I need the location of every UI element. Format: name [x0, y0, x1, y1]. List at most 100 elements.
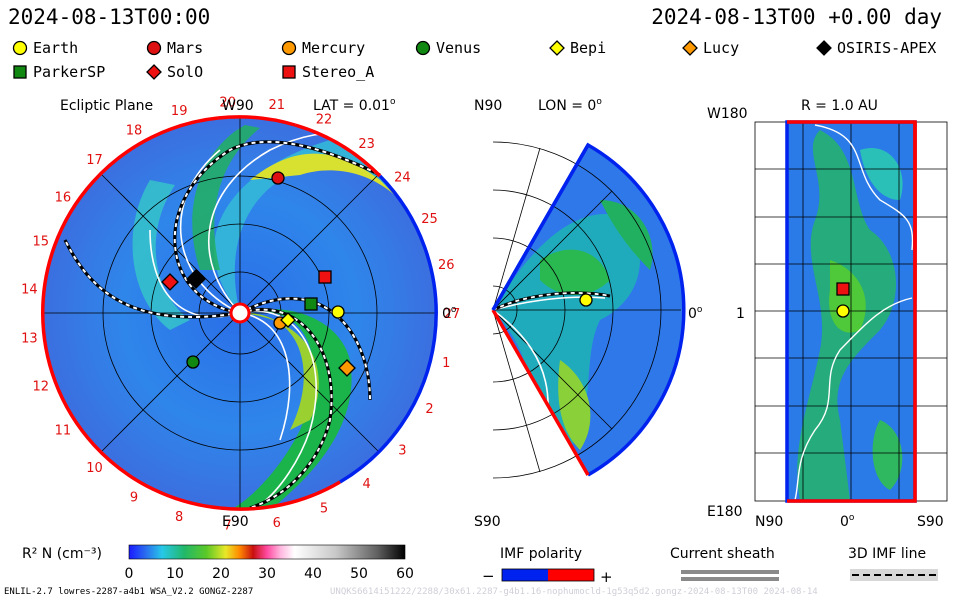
sector-label: 8 [175, 510, 183, 525]
sector-label: 15 [33, 235, 50, 250]
radial-x-tick: 0o [840, 513, 855, 530]
sector-label: 5 [320, 502, 328, 517]
legend-label: Venus [436, 39, 482, 57]
legend-mercury: Mercury [281, 39, 365, 57]
legend-label: Stereo_A [302, 63, 375, 81]
osiris-apex-marker-icon [816, 40, 832, 56]
sector-label: 10 [86, 461, 103, 476]
sector-label: 18 [126, 123, 143, 138]
radial-top-left: W180 [707, 106, 748, 122]
legend-label: SolO [167, 63, 204, 81]
legend-bepi: Bepi [549, 39, 606, 57]
colorbar-tick: 50 [350, 566, 368, 582]
lucy-marker-icon [682, 40, 698, 56]
legend-label: ParkerSP [33, 63, 106, 81]
model-date: 2024-08-13T00:00 [8, 5, 211, 29]
imf-minus-sign: − [482, 567, 495, 585]
sector-label: 14 [21, 282, 38, 297]
osiris-apex-marker [186, 269, 206, 289]
sector-label: 2 [425, 402, 433, 417]
sector-label: 7 [224, 519, 232, 534]
sector-label: 22 [316, 112, 333, 127]
sector-label: 4 [362, 477, 370, 492]
legend-stereo-a: Stereo_A [281, 63, 374, 81]
sector-label: 6 [273, 516, 281, 531]
sector-label: 20 [219, 95, 236, 110]
meridional-top-label: N90 [474, 98, 502, 114]
mars-marker [271, 171, 285, 185]
mars-marker-icon [146, 40, 162, 56]
legend-solo: SolO [146, 63, 203, 81]
imf-plus-sign: + [600, 568, 613, 586]
earth-marker [331, 305, 345, 319]
sector-label: 16 [55, 191, 72, 206]
colorbar-tick: 60 [396, 566, 414, 582]
sector-label: 3 [398, 443, 406, 458]
colorbar-tick: 30 [258, 566, 276, 582]
radial-title: R = 1.0 AU [801, 98, 878, 114]
bepi-marker [280, 312, 296, 328]
sector-label: 19 [171, 104, 188, 119]
sector-label: 12 [33, 380, 50, 395]
sector-label: 23 [358, 137, 375, 152]
legend-label: OSIRIS-APEX [837, 39, 937, 57]
legend-parkersp: ParkerSP [12, 63, 105, 81]
radial-x-tick: N90 [755, 514, 783, 530]
meridional-right-label: 0o [688, 305, 703, 322]
legend-label: Earth [33, 39, 79, 57]
meridional-lon-label: LON = 0o [538, 97, 602, 114]
mercury-marker-icon [281, 40, 297, 56]
sector-label: 13 [21, 332, 38, 347]
legend-mars: Mars [146, 39, 203, 57]
imf-line-legend: 3D IMF line [848, 546, 938, 581]
meridional-plane-panel [491, 141, 686, 479]
stereo-a-marker [318, 270, 332, 284]
current-sheath-label: Current sheath [670, 546, 775, 562]
sector-label: 21 [269, 98, 286, 113]
stereo-a-marker-icon [282, 65, 296, 79]
model-date-offset: 2024-08-13T00 +0.00 day [651, 5, 942, 29]
parkersp-marker [304, 297, 318, 311]
imf-polarity-label: IMF polarity [500, 546, 582, 562]
bepi-marker-icon [549, 40, 565, 56]
ecliptic-bottom-label: E90 [222, 514, 249, 530]
legend-label: Lucy [703, 39, 740, 57]
sector-label: 25 [421, 212, 438, 227]
sector-label: 24 [394, 171, 411, 186]
earth-radial-marker [836, 304, 850, 318]
parkersp-marker-icon [13, 65, 27, 79]
legend-label: Mercury [302, 39, 366, 57]
radial-x-tick: S90 [917, 514, 944, 530]
sector-label: 11 [55, 424, 72, 439]
radial-bottom-left: E180 [707, 504, 743, 520]
colorbar-tick: 0 [125, 566, 134, 582]
run-id: UNQKS6614i51222/2288/30x61.2287-g4b1.16-… [330, 587, 818, 597]
legend-label: Bepi [570, 39, 607, 57]
imf-line-label: 3D IMF line [848, 546, 926, 562]
colorbar-label: R² N (cm⁻³) [22, 546, 102, 562]
model-info: ENLIL-2.7 lowres-2287-a4b1 WSA_V2.2 GONG… [4, 587, 254, 597]
legend-venus: Venus [415, 39, 481, 57]
colorbar: 0 10 20 30 40 50 60 [125, 544, 414, 582]
stereo-a-radial-marker [836, 282, 850, 296]
colorbar-tick: 20 [212, 566, 230, 582]
earth-meridional-marker [579, 293, 593, 307]
sector-label: 1 [442, 356, 450, 371]
sector-label: 9 [130, 491, 138, 506]
solo-marker-icon [146, 64, 162, 80]
ecliptic-top-label: W90 [222, 98, 254, 114]
solo-marker [161, 273, 179, 291]
venus-marker-icon [415, 40, 431, 56]
colorbar-tick: 40 [304, 566, 322, 582]
sector-label: 27 [444, 307, 461, 322]
sector-label: 26 [438, 258, 455, 273]
legend-osiris-apex: OSIRIS-APEX [816, 39, 936, 57]
sector-label: 17 [86, 153, 103, 168]
ecliptic-lat-label: LAT = 0.01o [313, 97, 396, 114]
lucy-marker [338, 359, 356, 377]
ecliptic-title: Ecliptic Plane [60, 98, 153, 114]
legend-label: Mars [167, 39, 204, 57]
earth-marker-icon [12, 40, 28, 56]
